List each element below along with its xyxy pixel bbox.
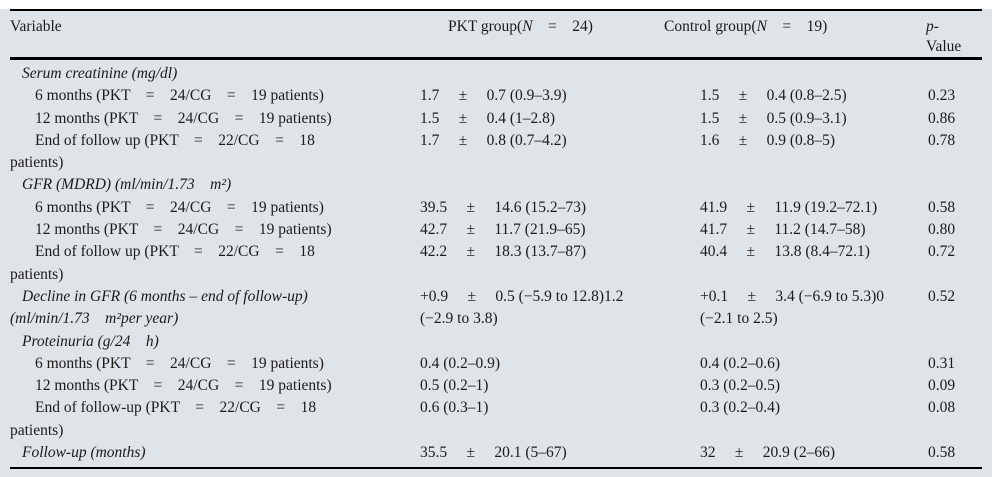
p-value: 0.58 <box>928 198 956 216</box>
table-content: Variable PKT group(N = 24) Control group… <box>10 9 982 470</box>
p-value: 0.58 <box>928 444 956 462</box>
control-group-value: 0.3 (0.2–0.5) <box>700 377 781 395</box>
p-value: 0.72 <box>928 243 956 261</box>
p-value-dash: - <box>933 18 939 35</box>
control-group-value: 32 ± 20.9 (2–66) <box>700 444 836 462</box>
pkt-group-value <box>420 174 700 196</box>
header-rule <box>10 57 982 60</box>
pkt-group-value: 35.5 ± 20.1 (5–67) <box>420 444 567 462</box>
pkt-group-value: 1.5 ± 0.4 (1–2.8) <box>420 109 556 127</box>
row-label: Follow-up (months) <box>22 444 146 462</box>
row-label: End of follow up (PKT = 22/CG = 18 patie… <box>10 243 315 283</box>
table-row: 6 months (PKT = 24/CG = 19 patients) 0.4… <box>10 353 982 375</box>
control-group-value <box>700 331 920 353</box>
col-header-p-value: p- Value <box>920 17 982 57</box>
table-row: GFR (MDRD) (ml/min/1.73 m²) <box>10 174 982 196</box>
p-value: 0.09 <box>928 377 956 395</box>
row-label: 12 months (PKT = 24/CG = 19 patients) <box>35 109 332 127</box>
pkt-group-value: 1.7 ± 0.7 (0.9–3.9) <box>420 87 567 105</box>
row-label: 12 months (PKT = 24/CG = 19 patients) <box>35 221 332 239</box>
bottom-rule <box>10 467 982 470</box>
control-group-value: 1.6 ± 0.9 (0.8–5) <box>700 131 836 149</box>
table-row: 6 months (PKT = 24/CG = 19 patients) 1.7… <box>10 85 982 107</box>
page-margin <box>0 0 992 9</box>
table-row: End of follow up (PKT = 22/CG = 18 patie… <box>10 130 982 175</box>
control-group-value <box>700 174 920 196</box>
control-group-value: 0.4 (0.2–0.6) <box>700 354 781 372</box>
table-row: 12 months (PKT = 24/CG = 19 patients) 1.… <box>10 108 982 130</box>
p-value: 0.23 <box>928 87 956 105</box>
pkt-group-value: +0.9 ± 0.5 (−5.9 to 12.8)1.2 (−2.9 to 3.… <box>420 287 624 328</box>
pkt-group-value: 0.5 (0.2–1) <box>420 377 489 395</box>
p-value: 0.80 <box>928 221 956 239</box>
table-row: Serum creatinine (mg/dl) <box>10 63 982 85</box>
pkt-group-value: 42.7 ± 11.7 (21.9–65) <box>420 221 586 239</box>
control-group-value: +0.1 ± 3.4 (−6.9 to 5.3)0 (−2.1 to 2.5) <box>700 287 884 328</box>
header-row: Variable PKT group(N = 24) Control group… <box>10 11 982 57</box>
table-row: End of follow-up (PKT = 22/CG = 18 patie… <box>10 397 982 442</box>
pkt-group-n: N <box>522 18 533 35</box>
control-group-value: 41.7 ± 11.2 (14.7–58) <box>700 221 866 239</box>
control-group-value: 1.5 ± 0.5 (0.9–3.1) <box>700 109 847 127</box>
pkt-group-value: 42.2 ± 18.3 (13.7–87) <box>420 243 587 261</box>
pkt-group-value: 39.5 ± 14.6 (15.2–73) <box>420 198 587 216</box>
p-value-p: p <box>926 18 934 35</box>
row-label: Serum creatinine (mg/dl) <box>22 65 178 82</box>
table-row: Proteinuria (g/24 h) <box>10 331 982 353</box>
p-value: 0.52 <box>928 287 956 305</box>
p-value <box>920 63 982 85</box>
table-row: 6 months (PKT = 24/CG = 19 patients) 39.… <box>10 197 982 219</box>
control-group-value <box>700 63 920 85</box>
p-value-word: Value <box>926 38 962 55</box>
pkt-group-count: = 24) <box>532 18 593 35</box>
row-label: 6 months (PKT = 24/CG = 19 patients) <box>35 198 324 216</box>
row-label: 6 months (PKT = 24/CG = 19 patients) <box>35 354 324 372</box>
pkt-group-label: PKT group( <box>448 18 523 35</box>
p-value <box>920 331 982 353</box>
row-label: End of follow-up (PKT = 22/CG = 18 patie… <box>10 399 317 439</box>
row-label: Decline in GFR (6 months – end of follow… <box>10 287 308 328</box>
row-label: 12 months (PKT = 24/CG = 19 patients) <box>35 377 332 395</box>
p-value: 0.78 <box>928 131 956 149</box>
p-value: 0.08 <box>928 399 956 417</box>
table-row: Decline in GFR (6 months – end of follow… <box>10 286 982 331</box>
pkt-group-value <box>420 63 700 85</box>
control-group-label: Control group( <box>664 18 757 35</box>
control-group-value: 1.5 ± 0.4 (0.8–2.5) <box>700 87 847 105</box>
control-group-n: N <box>756 18 767 35</box>
top-rule <box>10 9 982 11</box>
table-row: 12 months (PKT = 24/CG = 19 patients) 0.… <box>10 375 982 397</box>
col-header-control-group: Control group(N = 19) <box>664 17 920 57</box>
pkt-group-value <box>420 331 700 353</box>
pkt-group-value: 0.4 (0.2–0.9) <box>420 354 501 372</box>
pkt-group-value: 1.7 ± 0.8 (0.7–4.2) <box>420 131 567 149</box>
control-group-value: 40.4 ± 13.8 (8.4–72.1) <box>700 243 870 261</box>
table-body: Serum creatinine (mg/dl) 6 months (PKT =… <box>10 60 982 464</box>
control-group-value: 0.3 (0.2–0.4) <box>700 399 781 417</box>
table-row: End of follow up (PKT = 22/CG = 18 patie… <box>10 241 982 286</box>
row-label: Proteinuria (g/24 h) <box>22 332 159 350</box>
p-value: 0.86 <box>928 109 956 127</box>
row-label: End of follow up (PKT = 22/CG = 18 patie… <box>10 131 315 172</box>
table-row: Follow-up (months) 35.5 ± 20.1 (5–67) 32… <box>10 442 982 464</box>
control-group-value: 41.9 ± 11.9 (19.2–72.1) <box>700 198 878 216</box>
col-header-variable: Variable <box>10 18 62 35</box>
p-value: 0.31 <box>928 354 956 372</box>
table-row: 12 months (PKT = 24/CG = 19 patients) 42… <box>10 219 982 241</box>
p-value <box>920 174 982 196</box>
col-header-pkt-group: PKT group(N = 24) <box>420 17 700 57</box>
row-label: 6 months (PKT = 24/CG = 19 patients) <box>35 87 324 105</box>
control-group-count: = 19) <box>766 18 828 35</box>
pkt-group-value: 0.6 (0.3–1) <box>420 399 489 417</box>
row-label: GFR (MDRD) (ml/min/1.73 m²) <box>22 176 232 194</box>
